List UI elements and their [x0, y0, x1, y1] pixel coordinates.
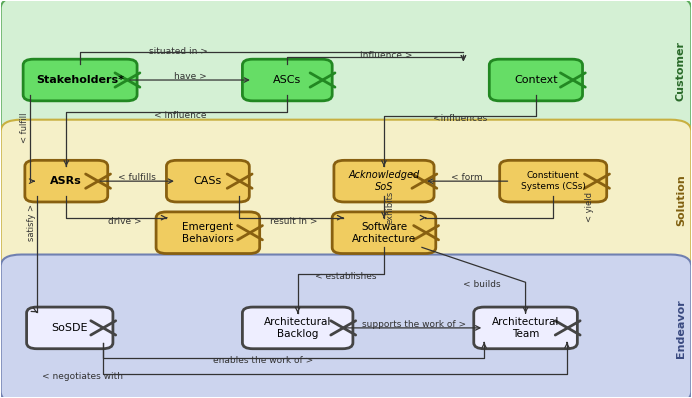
Text: <influences: <influences [432, 113, 487, 123]
FancyBboxPatch shape [167, 160, 249, 202]
Text: Context: Context [514, 75, 558, 85]
Text: < builds: < builds [464, 280, 501, 289]
FancyBboxPatch shape [242, 307, 353, 349]
Text: Emergent
Behaviors: Emergent Behaviors [182, 222, 234, 244]
Text: ASCs: ASCs [273, 75, 302, 85]
Text: influence >: influence > [360, 51, 412, 60]
FancyBboxPatch shape [1, 255, 691, 398]
Text: Software
Architecture: Software Architecture [352, 222, 416, 244]
Text: < fulfill: < fulfill [19, 112, 28, 143]
Text: supports the work of >: supports the work of > [362, 320, 466, 329]
FancyBboxPatch shape [1, 120, 691, 280]
Text: < yield: < yield [585, 192, 594, 222]
Text: situated in >: situated in > [149, 47, 208, 56]
Text: Constituent
Systems (CSs): Constituent Systems (CSs) [521, 172, 585, 191]
Text: enables the work of >: enables the work of > [213, 356, 313, 365]
Text: Architectural
Backlog: Architectural Backlog [264, 317, 331, 339]
FancyBboxPatch shape [334, 160, 434, 202]
Text: exhibits: exhibits [385, 190, 394, 224]
Text: < influence: < influence [154, 111, 206, 120]
Text: < establishes: < establishes [315, 272, 376, 281]
Text: have >: have > [174, 72, 206, 81]
Text: Customer: Customer [676, 41, 686, 101]
Text: SoSDE: SoSDE [51, 323, 88, 333]
FancyBboxPatch shape [156, 212, 260, 254]
FancyBboxPatch shape [242, 59, 332, 101]
Text: satisfy >: satisfy > [26, 204, 35, 241]
FancyBboxPatch shape [26, 307, 113, 349]
Text: < negotiates with: < negotiates with [42, 372, 123, 381]
FancyBboxPatch shape [23, 59, 137, 101]
Text: Acknowledged
SoS: Acknowledged SoS [348, 170, 419, 192]
Text: drive >: drive > [108, 217, 141, 226]
Text: Architectural
Team: Architectural Team [492, 317, 559, 339]
FancyBboxPatch shape [1, 0, 691, 145]
Text: result in >: result in > [270, 217, 318, 226]
Text: CASs: CASs [194, 176, 222, 186]
Text: < fulfills: < fulfills [118, 173, 156, 182]
FancyBboxPatch shape [500, 160, 607, 202]
Text: Endeavor: Endeavor [676, 300, 686, 359]
Text: < form: < form [451, 173, 482, 182]
Text: Solution: Solution [676, 174, 686, 226]
FancyBboxPatch shape [332, 212, 436, 254]
Text: ASRs: ASRs [51, 176, 82, 186]
Text: Stakeholders*: Stakeholders* [36, 75, 124, 85]
FancyBboxPatch shape [489, 59, 583, 101]
FancyBboxPatch shape [25, 160, 108, 202]
FancyBboxPatch shape [474, 307, 577, 349]
